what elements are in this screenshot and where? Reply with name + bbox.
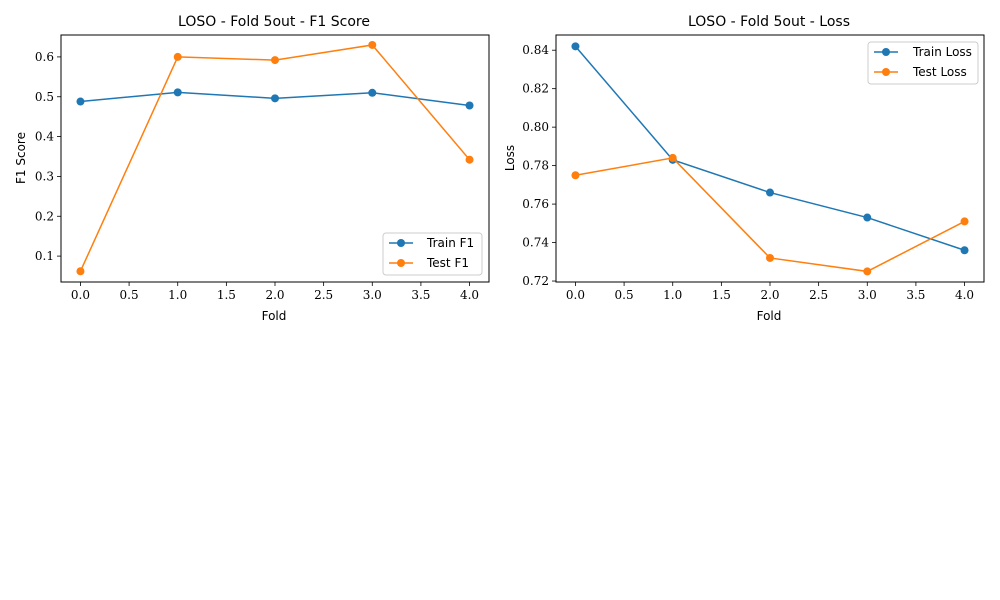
chart-f1-score: LOSO - Fold 5out - F1 Score Fold F1 Scor…	[14, 14, 490, 323]
legend-label-test: Test Loss	[912, 65, 967, 79]
legend: Train F1 Test F1	[382, 232, 483, 276]
data-point-train	[766, 188, 774, 197]
y-tick-label: 0.4	[35, 130, 54, 144]
x-tick-label: 1.0	[663, 288, 682, 302]
legend-marker-train	[397, 239, 405, 247]
y-tick-label: 0.74	[522, 236, 549, 250]
legend-label-train: Train F1	[426, 236, 474, 250]
x-tick-label: 1.5	[217, 288, 236, 302]
data-point-train	[571, 42, 580, 51]
chart-title: LOSO - Fold 5out - F1 Score	[178, 14, 370, 30]
x-tick-label: 2.0	[265, 288, 284, 302]
x-tick-label: 0.0	[566, 288, 585, 302]
legend: Train Loss Test Loss	[867, 41, 979, 85]
x-tick-label: 0.5	[615, 288, 634, 302]
x-tick-label: 1.5	[712, 288, 731, 302]
data-point-test	[960, 217, 969, 226]
x-tick-label: 1.0	[168, 288, 187, 302]
legend-marker-test	[882, 68, 890, 76]
data-point-train	[173, 88, 182, 97]
y-tick-label: 0.78	[522, 159, 549, 173]
data-point-test	[271, 56, 279, 65]
y-tick-label: 0.84	[522, 43, 549, 57]
data-point-test	[863, 267, 872, 276]
legend-marker-test	[397, 259, 405, 267]
x-tick-label: 2.5	[809, 288, 828, 302]
x-tick-label: 2.0	[760, 288, 779, 302]
legend-label-test: Test F1	[426, 256, 469, 270]
x-tick-label: 0.5	[120, 288, 139, 302]
x-tick-label: 3.0	[363, 288, 382, 302]
data-point-train	[863, 213, 872, 222]
x-axis-label: Fold	[757, 309, 782, 323]
y-axis-label: Loss	[503, 145, 517, 171]
data-point-test	[76, 267, 85, 276]
data-point-test	[173, 52, 182, 61]
y-tick-label: 0.76	[522, 197, 549, 211]
y-tick-label: 0.1	[35, 249, 54, 263]
y-tick-label: 0.2	[35, 209, 54, 223]
data-point-test	[668, 153, 677, 162]
data-point-test	[368, 40, 377, 49]
y-tick-label: 0.5	[35, 90, 54, 104]
x-tick-label: 3.0	[858, 288, 877, 302]
y-tick-label: 0.3	[35, 169, 54, 183]
data-point-train	[368, 88, 377, 97]
x-tick-label: 2.5	[314, 288, 333, 302]
data-point-train	[271, 94, 279, 103]
chart-title: LOSO - Fold 5out - Loss	[688, 14, 850, 30]
y-tick-label: 0.80	[522, 120, 549, 134]
x-axis-label: Fold	[262, 309, 287, 323]
data-point-train	[465, 101, 474, 110]
y-tick-label: 0.72	[522, 274, 549, 288]
data-point-test	[465, 155, 474, 164]
x-tick-label: 0.0	[71, 288, 90, 302]
chart-loss: LOSO - Fold 5out - Loss Fold Loss 0.0 0.5…	[503, 14, 985, 323]
y-axis-label: F1 Score	[14, 132, 28, 184]
y-tick-label: 0.82	[522, 82, 549, 96]
x-tick-label: 3.5	[411, 288, 430, 302]
x-tick-label: 4.0	[460, 288, 479, 302]
data-point-test	[571, 171, 580, 180]
plot-area: 0.0 0.5 1.0 1.5 2.0 2.5 3.0 3.5 4.0 0.72 0.74 0.76 0…	[522, 34, 985, 302]
data-point-test	[766, 253, 774, 262]
data-point-train	[76, 97, 85, 106]
data-point-train	[960, 246, 969, 255]
y-tick-label: 0.6	[35, 50, 54, 64]
plot-area: 0.0 0.5 1.0 1.5 2.0 2.5 3.0 3.5 4.0 0.1 0.2 0.3 0.4 0…	[35, 34, 490, 302]
legend-label-train: Train Loss	[912, 45, 972, 59]
x-tick-label: 3.5	[906, 288, 925, 302]
legend-marker-train	[882, 48, 890, 56]
x-tick-label: 4.0	[955, 288, 974, 302]
